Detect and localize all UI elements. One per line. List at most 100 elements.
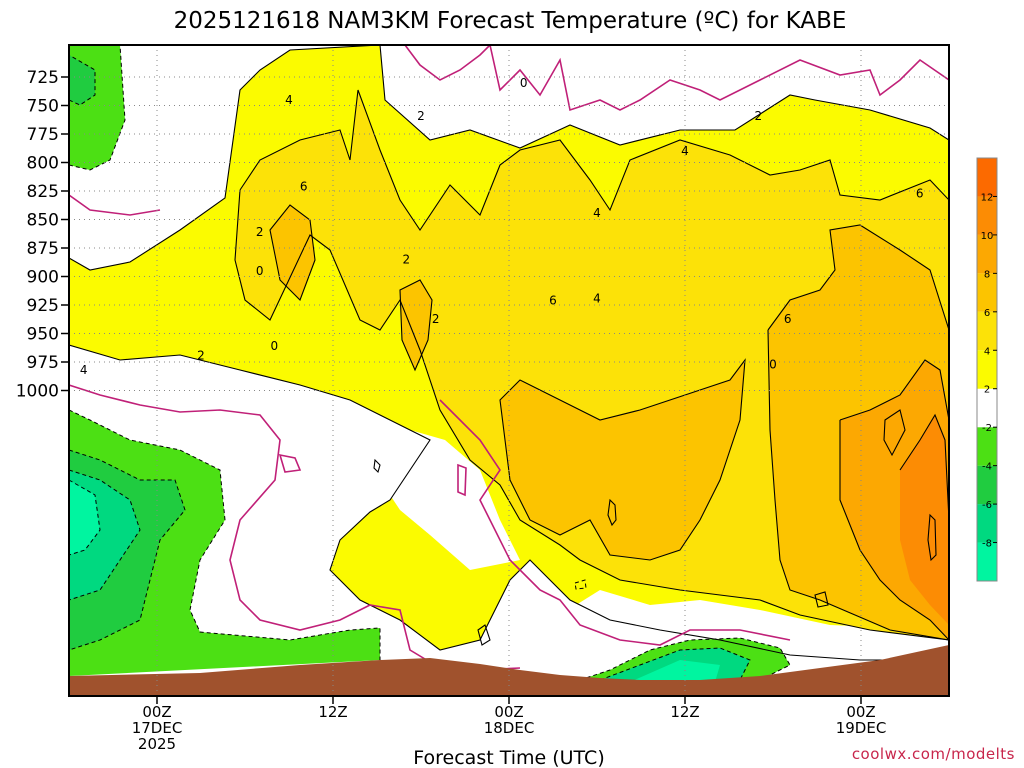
plot-area — [69, 45, 949, 696]
y-tick-label: 775 — [27, 125, 59, 145]
contour-label: 0 — [520, 76, 528, 90]
contour-label-text: 4 — [593, 206, 601, 220]
colorbar: -8 -6 -4 -2 2 4 6 8 10 12 — [976, 157, 998, 582]
y-tick-label: 950 — [27, 325, 59, 345]
contour-label-text: 0 — [520, 76, 528, 90]
x-tick-label: 00Z — [494, 703, 523, 721]
contour-label-text: 2 — [432, 312, 440, 326]
freezing-lines — [69, 45, 949, 671]
contour-label: 0 — [271, 339, 279, 353]
contour-label-text: 0 — [769, 357, 777, 371]
x-tick-label: 00Z — [142, 703, 171, 721]
contour-label-text: 4 — [681, 144, 689, 158]
colorbar-swatch — [977, 311, 997, 351]
band-6-8-b — [400, 280, 432, 370]
colorbar-label: -6 — [982, 500, 992, 511]
y-tick-label: 975 — [27, 353, 59, 373]
band-cold-surface-c — [630, 660, 720, 682]
band-6-8 — [270, 205, 315, 300]
colorbar-swatch — [977, 465, 997, 505]
contour-label: 2 — [417, 109, 425, 123]
chart-title: 2025121618 NAM3KM Forecast Temperature (… — [174, 8, 847, 34]
colorbar-swatch — [977, 234, 997, 274]
grid — [69, 45, 949, 696]
band-cold-lower-d — [69, 480, 100, 555]
colorbar-label: -2 — [982, 423, 992, 434]
x-tick-label: 12Z — [670, 703, 699, 721]
contour-label: 4 — [681, 144, 689, 158]
y-tick-label: 925 — [27, 296, 59, 316]
contour-label-text: 2 — [256, 225, 264, 239]
y-tick-label: 750 — [27, 97, 59, 117]
colorbar-swatch — [977, 504, 997, 543]
contour-label-text: 0 — [271, 339, 279, 353]
contour-label: 2 — [256, 225, 264, 239]
y-tick-label: 900 — [27, 268, 59, 288]
contour-label-text: 4 — [593, 291, 601, 305]
contour-label-text: 0 — [256, 264, 264, 278]
contour-label: 2 — [755, 109, 763, 123]
band-cold-upper-b — [69, 55, 95, 105]
contour-label-text: 2 — [197, 348, 205, 362]
contour-label: 6 — [916, 186, 924, 200]
credit-text: coolwx.com/modelts — [852, 745, 1015, 763]
contour-label-text: 2 — [403, 253, 411, 267]
x-tick-label: 00Z — [846, 703, 875, 721]
colorbar-label: 6 — [984, 308, 990, 319]
contour-lines — [69, 45, 949, 661]
colorbar-label: 10 — [981, 231, 994, 242]
x-tick-label: 2025 — [138, 735, 176, 753]
colorbar-swatch — [977, 158, 997, 197]
y-tick-label: 725 — [27, 68, 59, 88]
colorbar-swatch — [977, 388, 997, 428]
contour-label-text: 6 — [784, 312, 792, 326]
contour-label-text: 4 — [285, 93, 293, 107]
colorbar-label: 4 — [984, 346, 990, 357]
contour-label-text: 6 — [300, 180, 308, 194]
band-6-8-c — [500, 360, 745, 560]
colorbar-swatch — [977, 196, 997, 235]
x-tick-label: 12Z — [318, 703, 347, 721]
contour-label-text: 6 — [916, 186, 924, 200]
contour-label: 2 — [197, 348, 205, 362]
contour-label: 6 — [784, 312, 792, 326]
contour-label: 0 — [769, 357, 777, 371]
x-axis-label: Forecast Time (UTC) — [413, 747, 604, 768]
colorbar-label: -4 — [982, 462, 992, 473]
contour-label-text: 2 — [755, 109, 763, 123]
y-tick-label: 1000 — [16, 382, 59, 402]
y-axis: 725 750 775 800 825 850 875 900 925 950 975 1000 — [16, 68, 69, 402]
contour-label: 6 — [300, 180, 308, 194]
colorbar-swatch — [977, 427, 997, 466]
colorbar-frame — [976, 157, 998, 582]
y-tick-label: 850 — [27, 211, 59, 231]
contour-label: 2 — [403, 253, 411, 267]
band-10-12 — [900, 415, 949, 625]
contour-label: 4 — [593, 291, 601, 305]
contour-label: 0 — [256, 264, 264, 278]
band-cold-lower — [69, 410, 380, 676]
colorbar-swatch — [977, 350, 997, 389]
colorbar-label: 2 — [984, 385, 990, 396]
contour-label-text: 2 — [417, 109, 425, 123]
band-4-6 — [235, 90, 949, 640]
colorbar-label: -8 — [982, 539, 992, 550]
band-white-pocket-b — [380, 430, 520, 570]
contour-label-text: 6 — [549, 294, 557, 308]
x-tick-label: 17DEC — [132, 719, 183, 737]
colorbar-label: 8 — [984, 269, 990, 280]
contour-label: 2 — [432, 312, 440, 326]
contour-label: 4 — [593, 206, 601, 220]
x-tick-label: 19DEC — [836, 719, 887, 737]
colorbar-label: 12 — [981, 192, 994, 203]
contour-label: 4 — [285, 93, 293, 107]
contour-label: 6 — [549, 294, 557, 308]
colorbar-swatch — [977, 273, 997, 312]
y-tick-label: 800 — [27, 154, 59, 174]
colorbar-swatch — [977, 542, 997, 581]
x-tick-label: 18DEC — [484, 719, 535, 737]
contour-label: 4 — [80, 363, 88, 377]
y-tick-label: 875 — [27, 239, 59, 259]
